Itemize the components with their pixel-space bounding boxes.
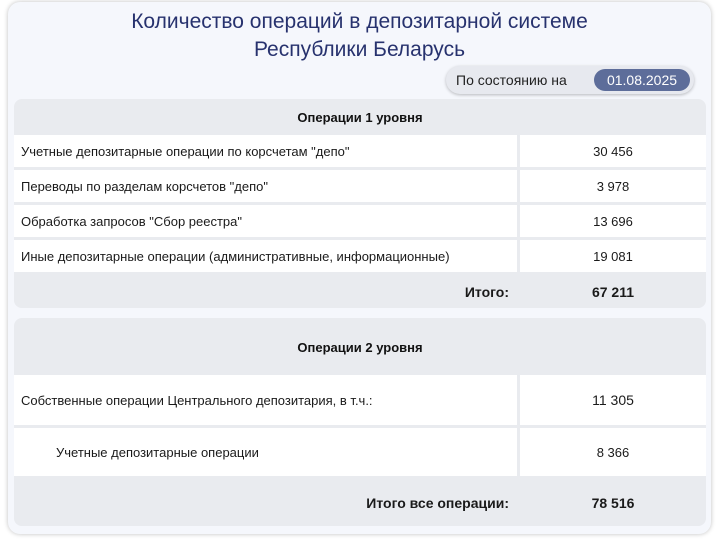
row-label: Иные депозитарные операции (администрати…	[14, 240, 517, 272]
row-value: 13 696	[520, 205, 706, 237]
level1-panel: Операции 1 уровня Учетные депозитарные о…	[14, 99, 706, 308]
row-label: Учетные депозитарные операции	[14, 428, 517, 476]
total-row: Итого все операции: 78 516	[14, 479, 706, 526]
report-card: Количество операций в депозитарной систе…	[8, 2, 711, 534]
row-value: 19 081	[520, 240, 706, 272]
status-label: По состоянию на	[456, 72, 567, 88]
row-label: Обработка запросов "Сбор реестра"	[14, 205, 517, 237]
title-line-1: Количество операций в депозитарной систе…	[131, 10, 588, 33]
row-label: Учетные депозитарные операции по корсчет…	[14, 135, 517, 167]
table-row: Собственные операции Центрального депози…	[14, 375, 706, 425]
title-line-2: Республики Беларусь	[253, 38, 466, 61]
row-label: Переводы по разделам корсчетов "депо"	[14, 170, 517, 202]
row-label: Собственные операции Центрального депози…	[14, 375, 517, 425]
page-title: Количество операций в депозитарной систе…	[8, 8, 711, 64]
row-value: 8 366	[520, 428, 706, 476]
total-value: 67 211	[520, 276, 706, 308]
total-value: 78 516	[520, 479, 706, 526]
total-row: Итого: 67 211	[14, 276, 706, 308]
row-value: 30 456	[520, 135, 706, 167]
table-row: Учетные депозитарные операции по корсчет…	[14, 135, 706, 167]
table-row: Переводы по разделам корсчетов "депо" 3 …	[14, 170, 706, 202]
table-row: Иные депозитарные операции (администрати…	[14, 240, 706, 272]
table-row: Обработка запросов "Сбор реестра" 13 696	[14, 205, 706, 237]
row-value: 11 305	[520, 375, 706, 425]
total-label: Итого все операции:	[14, 479, 517, 526]
status-date: 01.08.2025	[594, 69, 690, 91]
row-value: 3 978	[520, 170, 706, 202]
status-badge: По состоянию на 01.08.2025	[446, 66, 694, 94]
table-row: Учетные депозитарные операции 8 366	[14, 428, 706, 476]
level1-header: Операции 1 уровня	[297, 110, 423, 125]
level2-header: Операции 2 уровня	[297, 340, 423, 355]
level2-panel: Операции 2 уровня Собственные операции Ц…	[14, 318, 706, 526]
total-label: Итого:	[14, 276, 517, 308]
